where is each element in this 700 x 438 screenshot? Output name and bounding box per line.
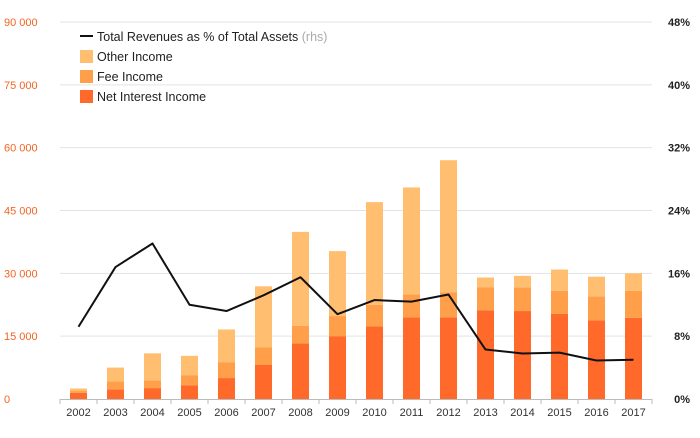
bar-fee-income bbox=[255, 347, 272, 364]
bar-net-interest-income bbox=[255, 365, 272, 399]
y-right-tick-label: 32% bbox=[668, 143, 690, 155]
legend-label: Fee Income bbox=[97, 70, 163, 84]
x-tick-label: 2005 bbox=[177, 407, 201, 419]
y-right-tick-label: 0% bbox=[674, 394, 690, 406]
bar-net-interest-income bbox=[181, 385, 198, 399]
x-tick-label: 2014 bbox=[510, 407, 534, 419]
y-right-tick-label: 16% bbox=[668, 268, 690, 280]
x-tick-label: 2008 bbox=[288, 407, 312, 419]
bar-fee-income bbox=[551, 291, 568, 314]
bar-other-income bbox=[588, 277, 605, 297]
x-tick-label: 2017 bbox=[621, 407, 645, 419]
y-right-tick-label: 8% bbox=[674, 331, 690, 343]
bar-fee-income bbox=[588, 296, 605, 320]
bar-other-income bbox=[403, 187, 420, 294]
legend-label: Total Revenues as % of Total Assets (rhs… bbox=[97, 30, 327, 44]
bar-net-interest-income bbox=[477, 310, 494, 399]
x-tick-label: 2009 bbox=[325, 407, 349, 419]
legend-note: (rhs) bbox=[298, 30, 327, 44]
x-tick-label: 2013 bbox=[473, 407, 497, 419]
y-left-tick-label: 75 000 bbox=[4, 80, 38, 92]
x-tick-label: 2002 bbox=[66, 407, 90, 419]
y-right-tick-label: 48% bbox=[668, 17, 690, 29]
x-tick-label: 2015 bbox=[547, 407, 571, 419]
bar-other-income bbox=[144, 353, 161, 380]
x-tick-label: 2011 bbox=[400, 407, 424, 419]
bar-fee-income bbox=[477, 287, 494, 310]
bar-other-income bbox=[366, 202, 383, 305]
bar-fee-income bbox=[218, 362, 235, 378]
bar-fee-income bbox=[366, 305, 383, 327]
y-left-tick-label: 0 bbox=[4, 394, 10, 406]
y-left-tick-label: 60 000 bbox=[4, 143, 38, 155]
bar-other-income bbox=[551, 270, 568, 291]
legend-box-swatch bbox=[80, 90, 93, 103]
legend-box-swatch bbox=[80, 50, 93, 63]
bar-net-interest-income bbox=[218, 378, 235, 399]
bar-net-interest-income bbox=[70, 393, 87, 399]
bar-net-interest-income bbox=[625, 318, 642, 399]
x-tick-label: 2007 bbox=[251, 407, 275, 419]
bar-other-income bbox=[107, 368, 124, 382]
bar-fee-income bbox=[181, 375, 198, 385]
bar-fee-income bbox=[292, 326, 309, 344]
x-tick-label: 2012 bbox=[436, 407, 460, 419]
y-right-tick-label: 24% bbox=[668, 206, 690, 218]
bar-net-interest-income bbox=[329, 336, 346, 399]
bar-net-interest-income bbox=[514, 311, 531, 399]
bar-net-interest-income bbox=[144, 388, 161, 399]
x-tick-label: 2010 bbox=[362, 407, 386, 419]
bar-net-interest-income bbox=[107, 389, 124, 399]
line-total-revenues-pct-assets bbox=[79, 243, 634, 360]
y-right-tick-label: 40% bbox=[668, 80, 690, 92]
x-tick-label: 2003 bbox=[103, 407, 127, 419]
bar-net-interest-income bbox=[440, 317, 457, 399]
bar-other-income bbox=[440, 160, 457, 292]
y-left-tick-label: 45 000 bbox=[4, 206, 38, 218]
bar-other-income bbox=[218, 329, 235, 362]
bar-fee-income bbox=[403, 294, 420, 317]
bar-fee-income bbox=[514, 288, 531, 311]
bar-other-income bbox=[514, 276, 531, 288]
legend-label: Net Interest Income bbox=[97, 90, 206, 104]
y-left-tick-label: 15 000 bbox=[4, 331, 38, 343]
bar-fee-income bbox=[70, 391, 87, 393]
legend-box-swatch bbox=[80, 70, 93, 83]
y-left-tick-label: 30 000 bbox=[4, 268, 38, 280]
bar-other-income bbox=[477, 278, 494, 288]
bar-fee-income bbox=[329, 316, 346, 336]
bar-fee-income bbox=[625, 291, 642, 318]
legend-label: Other Income bbox=[97, 50, 173, 64]
bar-other-income bbox=[292, 232, 309, 326]
bar-fee-income bbox=[107, 381, 124, 389]
bar-other-income bbox=[181, 356, 198, 375]
bar-other-income bbox=[70, 389, 87, 392]
bar-net-interest-income bbox=[403, 317, 420, 399]
bar-other-income bbox=[329, 251, 346, 316]
x-tick-label: 2006 bbox=[214, 407, 238, 419]
y-left-tick-label: 90 000 bbox=[4, 17, 38, 29]
x-tick-label: 2016 bbox=[584, 407, 608, 419]
bar-fee-income bbox=[144, 381, 161, 389]
bar-other-income bbox=[625, 273, 642, 291]
bar-net-interest-income bbox=[551, 314, 568, 399]
bar-net-interest-income bbox=[366, 327, 383, 399]
bar-net-interest-income bbox=[292, 343, 309, 399]
x-tick-label: 2004 bbox=[140, 407, 164, 419]
